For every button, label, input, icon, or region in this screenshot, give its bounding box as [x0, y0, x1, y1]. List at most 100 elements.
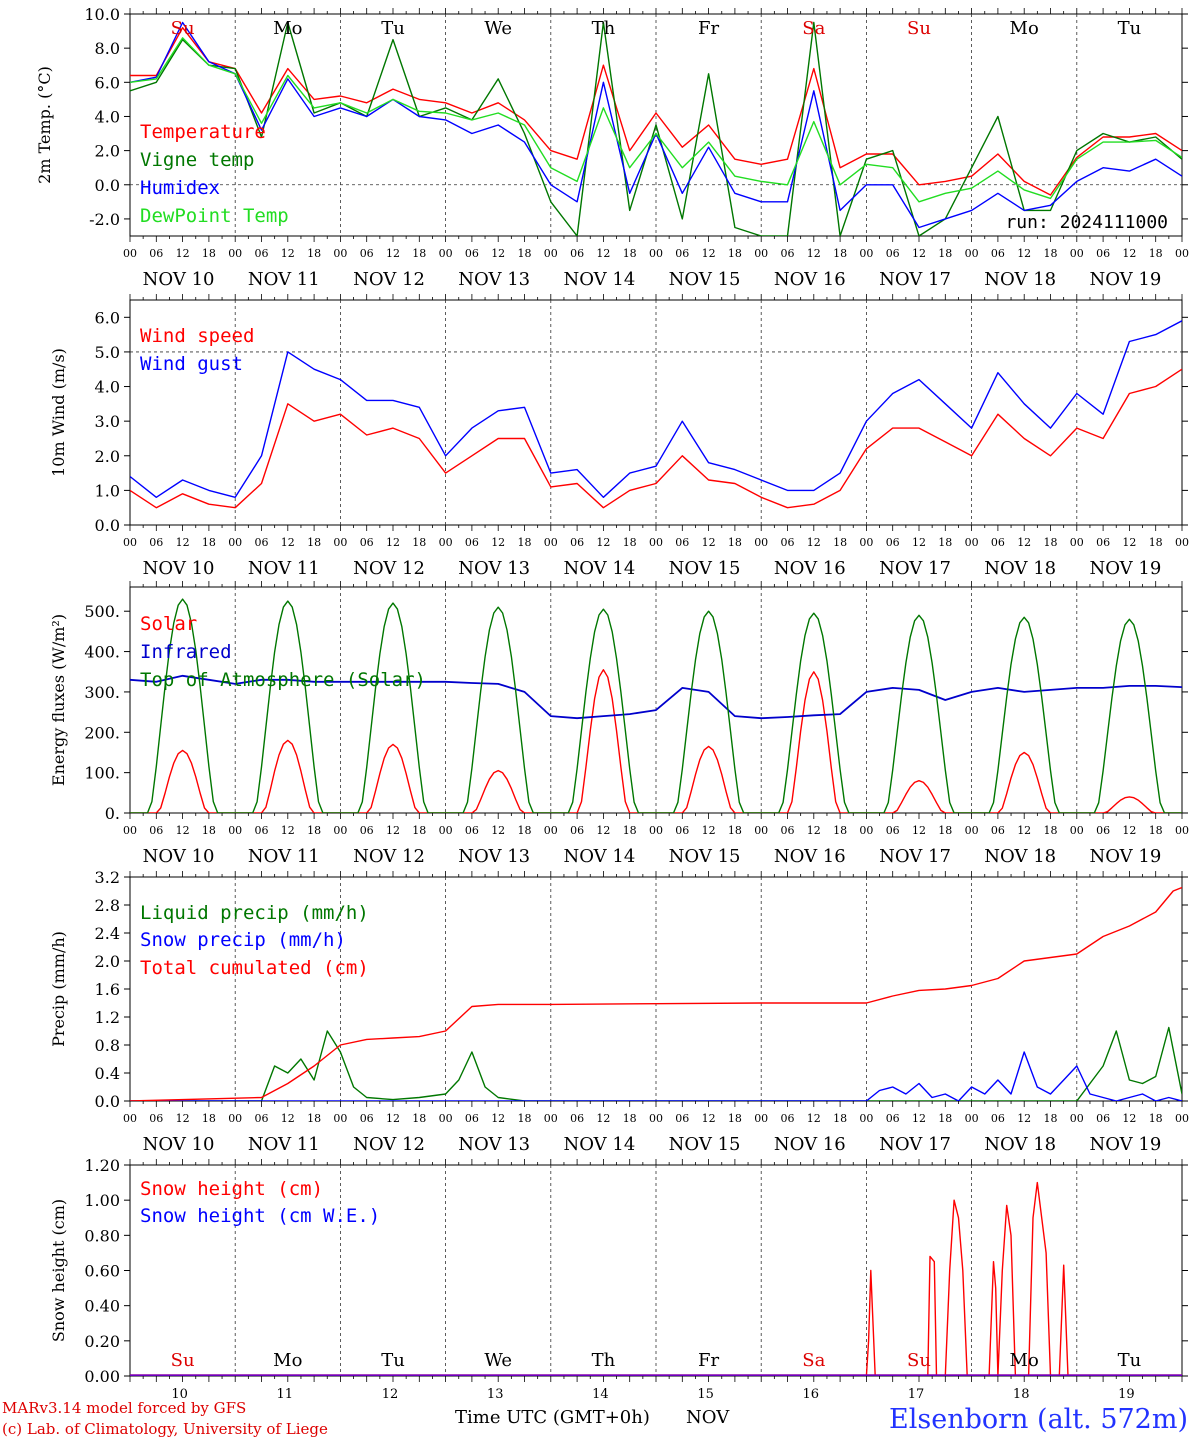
hour-tick-label: 06 — [255, 536, 269, 549]
legend-entry: Top of Atmosphere (Solar) — [140, 669, 426, 691]
hour-tick-label: 00 — [649, 247, 663, 260]
hour-tick-label: 06 — [991, 1112, 1005, 1125]
y-tick-label: 1.6 — [95, 980, 120, 999]
day-label: NOV 12 — [353, 558, 425, 579]
day-number: 15 — [697, 1387, 714, 1402]
month-label: NOV — [686, 1407, 730, 1428]
hour-tick-label: 00 — [228, 1112, 242, 1125]
series-group — [130, 886, 1182, 1101]
hour-tick-label: 12 — [491, 247, 505, 260]
hour-tick-label: 18 — [833, 247, 847, 260]
weekday-label: Tu — [381, 1350, 405, 1371]
day-label: NOV 16 — [774, 269, 846, 290]
y-tick-label: 6.0 — [95, 73, 120, 92]
day-label: NOV 12 — [353, 269, 425, 290]
hour-tick-label: 06 — [991, 824, 1005, 837]
hour-tick-label: 18 — [728, 536, 742, 549]
legend-entry: Solar — [140, 613, 197, 635]
hour-tick-label: 00 — [965, 247, 979, 260]
hour-tick-label: 00 — [859, 247, 873, 260]
hour-tick-label: 18 — [833, 1112, 847, 1125]
series-wind-gust — [130, 320, 1182, 498]
series-infrared — [130, 674, 1182, 720]
weekday-label: Tu — [1118, 1350, 1142, 1371]
day-label: NOV 13 — [458, 846, 530, 867]
hour-tick-label: 18 — [412, 824, 426, 837]
day-label: NOV 13 — [458, 269, 530, 290]
weekday-label: Mo — [1010, 18, 1039, 39]
y-tick-label: 3.0 — [95, 412, 120, 431]
hour-tick-label: 18 — [412, 1112, 426, 1125]
weekday-label: We — [484, 1350, 512, 1371]
hour-tick-label: 12 — [281, 824, 295, 837]
hour-tick-label: 06 — [675, 824, 689, 837]
hour-tick-label: 18 — [202, 1112, 216, 1125]
day-label: NOV 19 — [1089, 269, 1161, 290]
hour-tick-label: 12 — [176, 1112, 190, 1125]
hour-tick-label: 06 — [149, 1112, 163, 1125]
y-tick-label: 1.2 — [95, 1008, 120, 1027]
hour-tick-label: 00 — [123, 536, 137, 549]
hour-tick-label: 06 — [675, 1112, 689, 1125]
y-tick-label: 400. — [84, 643, 120, 662]
panel-4: 0.0 0.4 0.8 1.2 1.6 2.0 2.4 2.8 3.2 Precip (mm/h)… — [49, 868, 1189, 1155]
hour-tick-label: 00 — [1070, 247, 1084, 260]
y-tick-label: 0.8 — [95, 1036, 120, 1055]
series-snow-height-cm — [130, 1181, 1182, 1376]
y-tick-label: 0.4 — [95, 1064, 120, 1083]
hour-tick-label: 06 — [675, 536, 689, 549]
day-label: NOV 11 — [248, 1134, 320, 1155]
hour-tick-label: 06 — [255, 1112, 269, 1125]
y-tick-label: 1.0 — [95, 481, 120, 500]
day-label: NOV 15 — [669, 846, 741, 867]
series-group — [130, 598, 1182, 813]
hour-tick-label: 18 — [1149, 824, 1163, 837]
y-tick-label: 4.0 — [95, 378, 120, 397]
hour-tick-label: 12 — [912, 247, 926, 260]
hour-tick-label: 18 — [1149, 536, 1163, 549]
y-tick-label: 0.40 — [84, 1297, 120, 1316]
panel-3: 0. 100. 200. 300. 400. 500. Energy fluxes (W/m… — [49, 581, 1189, 867]
day-label: NOV 11 — [248, 269, 320, 290]
hour-tick-label: 12 — [281, 536, 295, 549]
series-group — [130, 320, 1182, 509]
hour-tick-label: 00 — [1175, 247, 1189, 260]
hour-tick-label: 12 — [1017, 536, 1031, 549]
hour-tick-label: 00 — [1070, 824, 1084, 837]
hour-tick-label: 18 — [1044, 536, 1058, 549]
hour-tick-label: 00 — [965, 536, 979, 549]
series-snow-precip-mm-h — [130, 1051, 1182, 1101]
hour-tick-label: 06 — [781, 1112, 795, 1125]
hour-tick-label: 12 — [807, 536, 821, 549]
hour-tick-label: 18 — [1149, 247, 1163, 260]
day-label: NOV 14 — [563, 269, 635, 290]
hour-tick-label: 06 — [781, 247, 795, 260]
panel-1: -2.0 0.0 2.0 4.0 6.0 8.0 10.0 2m Temp. (°C) 00 06… — [35, 5, 1189, 290]
hour-tick-label: 06 — [570, 824, 584, 837]
day-number: 14 — [592, 1387, 609, 1402]
hour-tick-label: 18 — [518, 247, 532, 260]
hour-tick-label: 06 — [886, 1112, 900, 1125]
hour-tick-label: 12 — [386, 824, 400, 837]
y-tick-label: 4.0 — [95, 107, 120, 126]
series-liquid-precip-mm-h — [130, 1026, 1182, 1101]
hour-tick-label: 12 — [491, 536, 505, 549]
hour-tick-label: 00 — [228, 247, 242, 260]
hour-tick-label: 12 — [702, 536, 716, 549]
hour-tick-label: 12 — [912, 536, 926, 549]
day-label: NOV 18 — [984, 269, 1056, 290]
weekday-label: Mo — [273, 1350, 302, 1371]
y-tick-label: 0. — [105, 804, 120, 823]
y-tick-label: 300. — [84, 683, 120, 702]
panel-5: 0.00 0.20 0.40 0.60 0.80 1.00 1.20 Snow height … — [49, 1156, 1188, 1402]
y-axis-label: Precip (mm/h) — [49, 931, 68, 1047]
day-label: NOV 16 — [774, 1134, 846, 1155]
y-tick-label: 500. — [84, 602, 120, 621]
day-label: NOV 12 — [353, 846, 425, 867]
legend-entry: Humidex — [140, 177, 220, 199]
series-solar — [130, 669, 1182, 813]
hour-tick-label: 18 — [307, 536, 321, 549]
day-label: NOV 18 — [984, 846, 1056, 867]
day-label: NOV 15 — [669, 1134, 741, 1155]
hour-tick-label: 12 — [702, 824, 716, 837]
